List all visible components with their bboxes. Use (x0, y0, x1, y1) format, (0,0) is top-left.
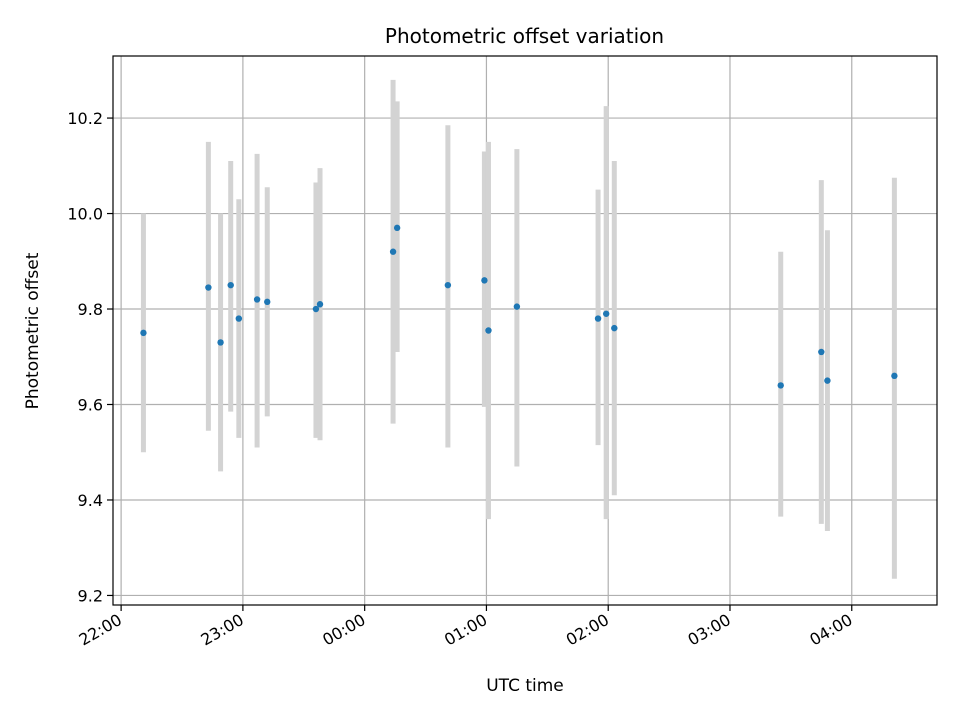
data-points (140, 224, 898, 389)
data-point (824, 377, 831, 384)
data-point (602, 310, 610, 317)
data-point (393, 224, 401, 232)
y-tick-label: 9.4 (78, 491, 103, 510)
data-point (594, 315, 602, 322)
x-tick-label: 00:00 (319, 610, 368, 650)
y-tick-label: 9.6 (78, 395, 103, 414)
data-point (513, 303, 521, 310)
data-point (140, 329, 147, 337)
chart-title: Photometric offset variation (385, 24, 664, 48)
data-point (891, 372, 898, 380)
data-point (312, 305, 320, 313)
data-point (253, 296, 261, 303)
y-tick-label: 10.0 (67, 205, 103, 224)
x-tick-label: 01:00 (441, 610, 490, 650)
data-point (818, 348, 825, 356)
y-tick-label: 9.2 (78, 586, 103, 605)
data-point (235, 315, 243, 322)
data-point (611, 324, 618, 332)
data-point (205, 284, 212, 291)
data-point (444, 281, 452, 289)
data-point (481, 277, 488, 284)
x-tick-label: 23:00 (197, 610, 246, 650)
data-point (777, 382, 784, 389)
x-tick-label: 03:00 (685, 610, 734, 650)
data-point (264, 298, 271, 306)
data-point (485, 327, 492, 334)
data-point (217, 339, 224, 346)
x-axis-title: UTC time (486, 676, 564, 696)
error-bars (140, 79, 897, 579)
plot-frame (112, 55, 938, 606)
x-tick-label: 02:00 (563, 610, 612, 650)
data-point (389, 248, 397, 255)
axis-ticks: 9.2 9.4 9.6 9.8 10.0 10.2 22:00 23:00 00:00 01:00… (67, 109, 855, 649)
x-tick-label: 22:00 (76, 610, 125, 650)
y-tick-label: 10.2 (67, 109, 103, 128)
data-point (316, 301, 324, 308)
data-point (227, 281, 234, 289)
x-tick-label: 04:00 (806, 610, 855, 650)
y-axis-title: Photometric offset (23, 252, 43, 409)
y-tick-label: 9.8 (78, 300, 103, 319)
